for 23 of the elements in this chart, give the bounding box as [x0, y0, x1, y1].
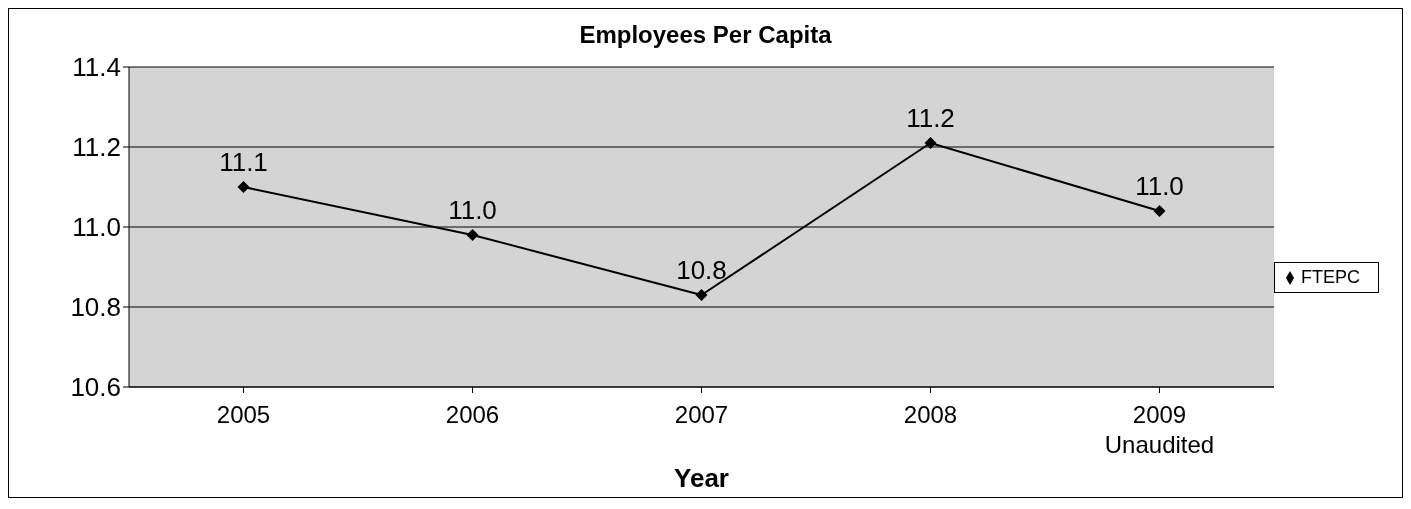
point — [1153, 205, 1166, 217]
chart-title: Employees Per Capita — [579, 21, 832, 48]
x-axis-title: Year — [674, 463, 729, 493]
y-tick-label: 11.4 — [72, 52, 121, 83]
point — [237, 181, 250, 193]
data-label: 10.8 — [676, 255, 727, 285]
legend-label: FTEPC — [1300, 266, 1360, 287]
point — [695, 289, 708, 301]
point — [466, 229, 479, 241]
point — [924, 137, 937, 149]
y-tick-label: 11.2 — [72, 132, 121, 163]
x-tick-label: 2008 — [903, 401, 958, 428]
data-label: 11.2 — [906, 103, 955, 133]
y-tick-label: 11.0 — [72, 212, 121, 243]
x-tick-label: 2006 — [445, 401, 500, 428]
x-tick-label: 2007 — [674, 401, 729, 428]
y-tick-label: 10.8 — [70, 292, 121, 323]
data-label: 11.0 — [1135, 171, 1184, 201]
data-label: 11.1 — [219, 147, 268, 177]
x-tick-label: 2005 — [216, 401, 271, 428]
x-tick-label: 2009 Unaudited — [1104, 401, 1215, 458]
data-label: 11.0 — [448, 195, 497, 225]
y-tick-label: 10.6 — [70, 372, 121, 403]
